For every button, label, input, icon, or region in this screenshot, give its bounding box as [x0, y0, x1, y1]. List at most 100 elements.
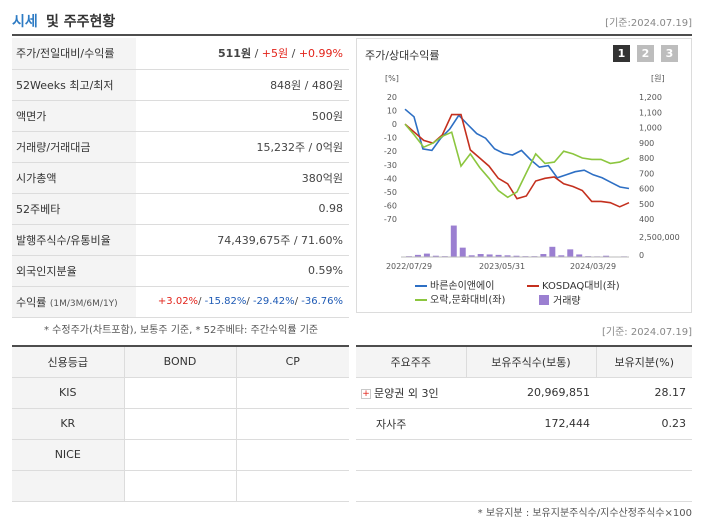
- holder-name: [356, 439, 466, 471]
- chart-page-3-button[interactable]: 3: [661, 45, 678, 62]
- credit-agency: KIS: [12, 377, 125, 409]
- info-value: 500원: [136, 100, 349, 132]
- major-shareholders-table: 주요주주 보유주식수(보통) 보유지분(%) + 문양권 외 3인 20,969,…: [356, 345, 692, 502]
- holders-header: 보유주식수(보통): [466, 346, 597, 378]
- holder-pct: [596, 439, 692, 471]
- info-value: 848원 / 480원: [136, 69, 349, 101]
- info-label: 52주베타: [12, 193, 136, 225]
- section-title: 및 주주현황: [46, 14, 116, 30]
- left-axis-tick: -20: [384, 147, 397, 156]
- left-axis-tick: -60: [384, 201, 397, 210]
- reference-date: [기준:2024.07.19]: [605, 18, 692, 29]
- credit-agency: [12, 470, 125, 502]
- info-label: 외국인지분율: [12, 255, 136, 287]
- table-row: KIS: [12, 377, 349, 409]
- chart-page-1-button[interactable]: 1: [613, 45, 630, 62]
- holder-shares: [466, 439, 596, 471]
- credit-header: BOND: [124, 346, 237, 378]
- left-axis-tick: 0: [392, 120, 397, 129]
- volume-bar: [576, 254, 583, 257]
- volume-bar: [414, 254, 421, 257]
- volume-bar: [468, 255, 475, 257]
- current-price: 511원: [217, 47, 252, 61]
- left-axis-ticks: 20 10 0 -10 -20 -30 -40 -50 -60 -70: [384, 93, 397, 224]
- info-label: 거래량/거래대금: [12, 131, 136, 163]
- info-value: 0.98: [136, 193, 349, 225]
- holder-name[interactable]: + 문양권 외 3인: [356, 377, 466, 409]
- holder-name: 자사주: [356, 408, 466, 440]
- series-line-1: [404, 108, 630, 190]
- price-info-table: 주가/전일대비/수익률 511원 / +5원 / +0.99% 52Weeks …: [12, 38, 349, 318]
- volume-bar: [459, 247, 466, 257]
- series-line-2: [404, 113, 630, 208]
- holder-shares: [466, 470, 596, 502]
- volume-bar: [513, 255, 520, 257]
- info-value: 15,232주 / 0억원: [136, 131, 349, 163]
- credit-header-row: 신용등급 BOND CP: [12, 346, 349, 378]
- right-axis-ticks: 1,200 1,100 1,000 900 800 700 600 500 400: [639, 93, 662, 224]
- credit-cp: [236, 408, 349, 440]
- volume-bar: [603, 255, 610, 257]
- left-axis-tick: -10: [384, 134, 397, 143]
- table-row: 자사주 172,444 0.23: [356, 408, 692, 440]
- right-axis-tick: 800: [639, 154, 654, 163]
- volume-bar: [423, 253, 430, 257]
- holder-pct: 28.17: [596, 377, 692, 409]
- price-value: 511원 / +5원 / +0.99%: [136, 38, 349, 70]
- legend-label-series1: 바른손이앤에이: [430, 280, 494, 292]
- info-label: 시가총액: [12, 162, 136, 194]
- right-axis-tick: 1,000: [639, 124, 662, 133]
- holder-name: [356, 470, 466, 502]
- credit-agency: KR: [12, 408, 125, 440]
- expand-icon[interactable]: +: [361, 388, 371, 399]
- holders-header: 주요주주: [356, 346, 467, 378]
- credit-cp: [236, 439, 349, 471]
- info-row: 52주베타 0.98: [12, 193, 349, 225]
- volume-bar: [495, 254, 502, 257]
- legend-label-series3: 오락,문화대비(좌): [430, 294, 505, 306]
- info-row: 액면가 500원: [12, 100, 349, 132]
- credit-bond: [124, 470, 237, 502]
- info-row: 시가총액 380억원: [12, 162, 349, 194]
- right-axis-tick: 700: [639, 169, 654, 178]
- right-axis-tick: 900: [639, 139, 654, 148]
- left-axis-unit: [%]: [385, 74, 399, 83]
- holder-pct: [596, 470, 692, 502]
- left-axis-tick: -30: [384, 161, 397, 170]
- info-row: 주가/전일대비/수익률 511원 / +5원 / +0.99%: [12, 38, 349, 70]
- holders-header: 보유지분(%): [596, 346, 692, 378]
- info-row: 발행주식수/유통비율 74,439,675주 / 71.60%: [12, 224, 349, 256]
- volume-bar: [558, 255, 565, 257]
- right-axis-tick: 600: [639, 185, 654, 194]
- chart-page-2-button[interactable]: 2: [637, 45, 654, 62]
- series-line-3: [404, 123, 630, 199]
- right-axis-tick: 1,200: [639, 93, 662, 102]
- volume-bar: [432, 255, 439, 257]
- volume-bars: [406, 225, 627, 257]
- table-row: + 문양권 외 3인 20,969,851 28.17: [356, 377, 692, 409]
- credit-header: 신용등급: [12, 346, 125, 378]
- left-axis-tick: 20: [387, 93, 397, 102]
- info-label: 52Weeks 최고/최저: [12, 69, 136, 101]
- section-header: 시세 및 주주현황 [기준:2024.07.19]: [12, 8, 692, 36]
- footnote-price: * 수정주가(차트포함), 보통주 기준, * 52주베타: 주간수익률 기준: [44, 325, 319, 336]
- chart-title: 주가/상대수익률: [365, 49, 440, 62]
- left-axis-tick: -40: [384, 174, 397, 183]
- legend-label-series2: KOSDAQ대비(좌): [542, 280, 620, 292]
- volume-axis-zero: 0: [639, 251, 644, 260]
- credit-rating-table: 신용등급 BOND CP KIS KR NICE: [12, 345, 349, 502]
- price-chart: [%] [원] 20 10 0 -10 -20 -30 -40 -50 -60 -70 1,200…: [384, 74, 680, 307]
- right-axis-tick: 400: [639, 215, 654, 224]
- credit-cp: [236, 377, 349, 409]
- table-row: [12, 470, 349, 502]
- returns-value: +3.02%/ -15.82%/ -29.42%/ -36.76%: [136, 286, 349, 318]
- price-chart-panel: 주가/상대수익률 1 2 3 [%] [원] 20 10 0 -10 -20 -30 -40…: [356, 38, 692, 313]
- info-label: 수익률 (1M/3M/6M/1Y): [12, 286, 136, 318]
- table-row: NICE: [12, 439, 349, 471]
- x-tick: 2023/05/31: [479, 262, 525, 271]
- holder-shares: 20,969,851: [466, 377, 596, 409]
- credit-cp: [236, 470, 349, 502]
- right-axis-tick: 500: [639, 200, 654, 209]
- volume-bar: [486, 254, 493, 257]
- volume-bar: [477, 254, 484, 257]
